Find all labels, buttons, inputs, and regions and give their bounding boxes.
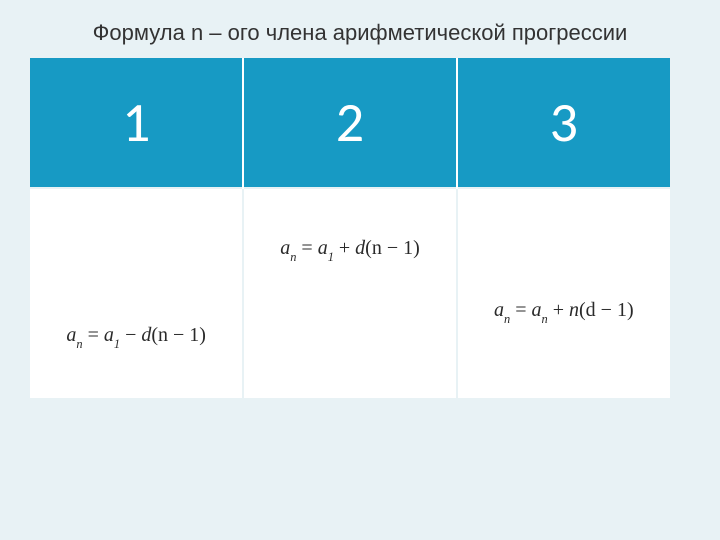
- progression-table: 1 2 3 an = a1 − d(n − 1) an = a1 + d(n −…: [30, 58, 670, 398]
- formula-2: an = a1 + d(n − 1): [280, 237, 420, 259]
- f1-lhs-sub: n: [76, 337, 82, 351]
- header-cell-1: 1: [30, 58, 243, 188]
- f3-eq: =: [510, 299, 531, 321]
- header-cell-2: 2: [243, 58, 456, 188]
- f2-r1-sub: 1: [328, 250, 334, 264]
- f3-op: +: [548, 299, 569, 321]
- page-title: Формула n – ого члена арифметической про…: [0, 20, 720, 46]
- f1-eq: =: [83, 324, 104, 346]
- f3-paren: (d − 1): [579, 299, 634, 321]
- f2-d: d: [355, 237, 365, 259]
- f1-paren: (n − 1): [151, 324, 206, 346]
- f2-eq: =: [296, 237, 317, 259]
- header-cell-3: 3: [457, 58, 670, 188]
- f1-lhs-base: a: [66, 324, 76, 346]
- f1-d: d: [141, 324, 151, 346]
- f3-r1-sub: n: [542, 312, 548, 326]
- f3-lhs-base: a: [494, 299, 504, 321]
- f2-paren: (n − 1): [365, 237, 420, 259]
- f2-lhs-base: a: [280, 237, 290, 259]
- formula-1: an = a1 − d(n − 1): [66, 324, 206, 346]
- f1-r1-base: a: [104, 324, 114, 346]
- f2-r1-base: a: [318, 237, 328, 259]
- formula-3: an = an + n(d − 1): [494, 299, 634, 321]
- formula-cell-3: an = an + n(d − 1): [457, 188, 670, 398]
- f3-d: n: [569, 299, 579, 321]
- formula-row: an = a1 − d(n − 1) an = a1 + d(n − 1) an…: [30, 188, 670, 398]
- f2-op: +: [334, 237, 355, 259]
- formula-cell-1: an = a1 − d(n − 1): [30, 188, 243, 398]
- f2-lhs-sub: n: [290, 250, 296, 264]
- f3-r1-base: a: [532, 299, 542, 321]
- f3-lhs-sub: n: [504, 312, 510, 326]
- f1-r1-sub: 1: [114, 337, 120, 351]
- f1-op: −: [120, 324, 141, 346]
- formula-cell-2: an = a1 + d(n − 1): [243, 188, 456, 398]
- header-row: 1 2 3: [30, 58, 670, 188]
